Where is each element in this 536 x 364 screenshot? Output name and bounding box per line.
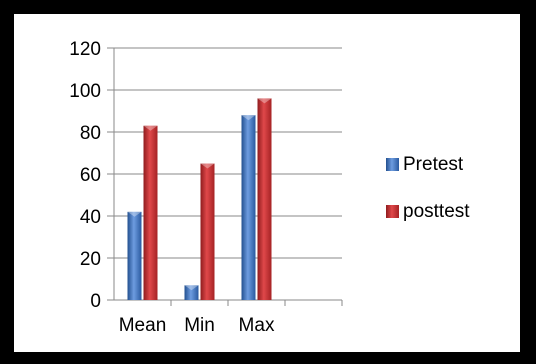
bar-bevel [200, 163, 215, 169]
bar-posttest-min [200, 163, 215, 300]
bar-pretest-min [184, 285, 199, 300]
bar-posttest-mean [143, 125, 158, 300]
x-category-label: Min [184, 315, 215, 336]
y-tick-label: 80 [80, 123, 101, 144]
legend-swatch-posttest [386, 205, 399, 218]
y-tick-label: 120 [69, 39, 101, 60]
y-tick-label: 0 [90, 291, 101, 312]
y-tick-label: 40 [80, 207, 101, 228]
y-tick-label: 100 [69, 81, 101, 102]
gridlines [107, 47, 342, 301]
x-category-label: Max [239, 315, 275, 336]
bar-pretest-mean [127, 211, 142, 300]
x-category-label: Mean [119, 315, 167, 336]
bar-bevel [143, 125, 158, 131]
bar-bevel [184, 285, 199, 291]
y-tick-label: 60 [80, 165, 101, 186]
bar-posttest-max [257, 98, 272, 301]
bar-bevel [257, 98, 272, 104]
bar-chart: 0 20 40 60 80 100 120 Mean Min Max Pretest postte… [69, 39, 470, 336]
legend: Pretest posttest [386, 154, 470, 222]
chart-frame: 0 20 40 60 80 100 120 Mean Min Max Pretest postte… [14, 14, 520, 352]
y-tick-label: 20 [80, 249, 101, 270]
x-category-labels: Mean Min Max [119, 315, 275, 336]
y-tick-labels: 0 20 40 60 80 100 120 [69, 39, 101, 312]
legend-label-pretest: Pretest [403, 154, 464, 175]
bar-pretest-max [241, 115, 256, 300]
bar-bevel [241, 115, 256, 121]
bar-bevel [127, 211, 142, 217]
bars [127, 98, 272, 301]
legend-swatch-pretest [386, 158, 399, 171]
legend-label-posttest: posttest [403, 201, 470, 222]
